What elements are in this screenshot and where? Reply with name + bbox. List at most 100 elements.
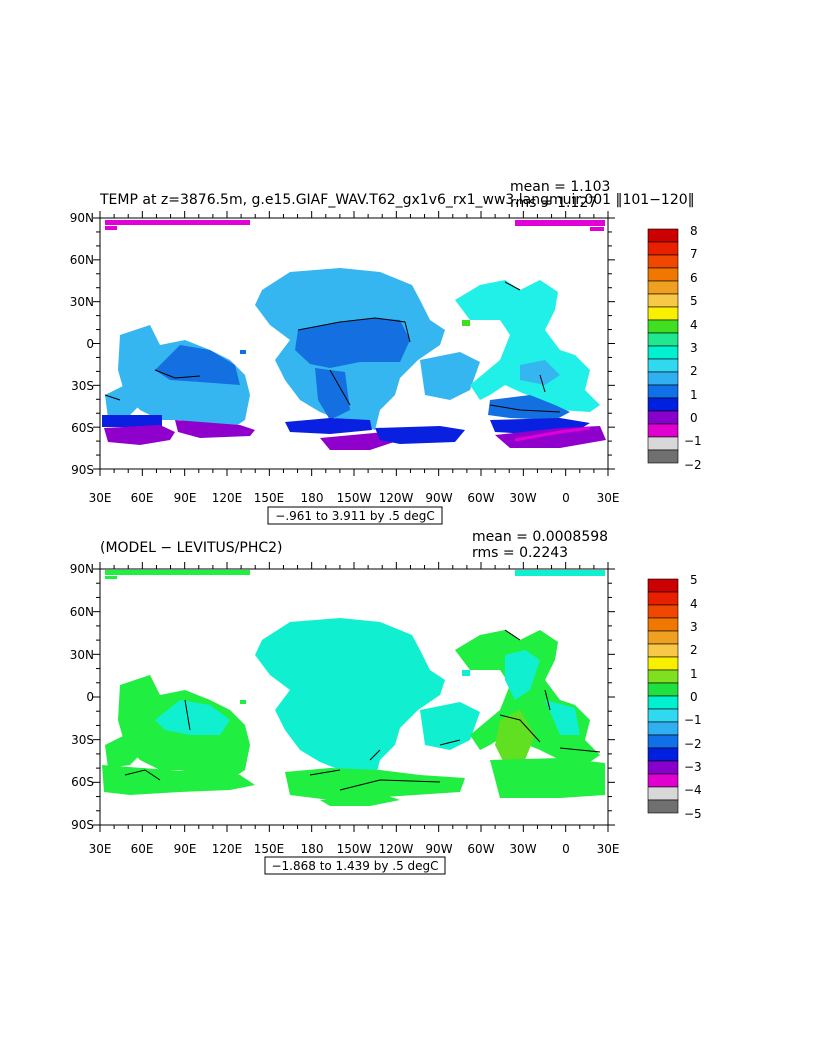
lon-label: 0 bbox=[562, 491, 570, 505]
lon-label: 150E bbox=[254, 842, 285, 856]
lon-label: 120W bbox=[379, 491, 414, 505]
panel-1-contours bbox=[104, 281, 561, 413]
colorbar-swatch bbox=[647, 669, 679, 684]
lat-label: 0 bbox=[86, 690, 94, 704]
lon-label: 90W bbox=[425, 491, 452, 505]
colorbar-label: −1 bbox=[684, 434, 702, 448]
colorbar-swatch bbox=[647, 241, 679, 256]
colorbar-swatch bbox=[647, 760, 679, 775]
lon-label: 30W bbox=[509, 491, 536, 505]
lon-label: 60E bbox=[131, 491, 154, 505]
colorbar-label: 2 bbox=[690, 364, 698, 378]
colorbar-swatch bbox=[647, 254, 679, 269]
lat-label: 60S bbox=[71, 775, 94, 789]
colorbar-swatch bbox=[647, 708, 679, 723]
colorbar-swatch bbox=[647, 786, 679, 801]
colorbar-swatch bbox=[647, 293, 679, 308]
colorbar-label: 0 bbox=[690, 690, 698, 704]
panel-1-lon-labels: 30E 60E 90E 120E 150E 180 150W 120W 90W … bbox=[89, 491, 620, 505]
colorbar-label: −1 bbox=[684, 713, 702, 727]
colorbar-swatch bbox=[647, 332, 679, 347]
lon-label: 150W bbox=[337, 842, 372, 856]
lat-label: 30S bbox=[71, 379, 94, 393]
lat-label: 30S bbox=[71, 733, 94, 747]
panel-2-contour-info: −1.868 to 1.439 by .5 degC bbox=[271, 859, 438, 873]
lon-label: 90E bbox=[174, 491, 197, 505]
colorbar-label: 2 bbox=[690, 643, 698, 657]
panel-1-lat-labels: 90N 60N 30N 0 30S 60S 90S bbox=[70, 211, 94, 477]
colorbar-swatch bbox=[647, 721, 679, 736]
lon-label: 120E bbox=[212, 842, 243, 856]
panel-2-ticks bbox=[93, 562, 615, 832]
colorbar-swatch bbox=[647, 436, 679, 451]
colorbar-label: −3 bbox=[684, 760, 702, 774]
panel-1-ticks bbox=[93, 211, 615, 476]
panel-1-colorbar: 8 7 6 5 4 3 2 1 0 −1 −2 bbox=[647, 224, 702, 472]
colorbar-swatch bbox=[647, 371, 679, 386]
colorbar-swatch bbox=[647, 656, 679, 671]
colorbar-swatch bbox=[647, 630, 679, 645]
lon-label: 150W bbox=[337, 491, 372, 505]
colorbar-label: 5 bbox=[690, 573, 698, 587]
lon-label: 90W bbox=[425, 842, 452, 856]
colorbar-label: 7 bbox=[690, 247, 698, 261]
lon-label: 0 bbox=[562, 842, 570, 856]
colorbar-swatch bbox=[647, 358, 679, 373]
colorbar-swatch bbox=[647, 280, 679, 295]
lat-label: 90N bbox=[70, 211, 94, 225]
panel-2-lon-labels: 30E 60E 90E 120E 150E 180 150W 120W 90W … bbox=[89, 842, 620, 856]
lat-label: 60S bbox=[71, 421, 94, 435]
panel-1-colorbar-swatches bbox=[647, 228, 679, 464]
colorbar-label: −2 bbox=[684, 737, 702, 751]
colorbar-label: 3 bbox=[690, 620, 698, 634]
lat-label: 90S bbox=[71, 818, 94, 832]
panel-1-map bbox=[93, 211, 615, 476]
colorbar-swatch bbox=[647, 682, 679, 697]
colorbar-swatch bbox=[647, 397, 679, 412]
colorbar-swatch bbox=[647, 604, 679, 619]
panel-2-mean: mean = 0.0008598 bbox=[472, 529, 608, 545]
panel-2: (MODEL − LEVITUS/PHC2) mean = 0.0008598 … bbox=[70, 529, 702, 875]
colorbar-swatch bbox=[647, 384, 679, 399]
colorbar-swatch bbox=[647, 228, 679, 243]
panel-2-map bbox=[93, 562, 615, 832]
lon-label: 30E bbox=[89, 491, 112, 505]
colorbar-label: 3 bbox=[690, 341, 698, 355]
colorbar-swatch bbox=[647, 423, 679, 438]
colorbar-label: 1 bbox=[690, 667, 698, 681]
lat-label: 60N bbox=[70, 253, 94, 267]
panel-2-colorbar-labels: 5 4 3 2 1 0 −1 −2 −3 −4 −5 bbox=[684, 573, 702, 821]
colorbar-swatch bbox=[647, 319, 679, 334]
colorbar-swatch bbox=[647, 578, 679, 593]
panel-1-rms: rms = 1.127 bbox=[510, 195, 597, 211]
panel-2-title: (MODEL − LEVITUS/PHC2) bbox=[100, 540, 283, 556]
colorbar-label: −4 bbox=[684, 783, 702, 797]
panel-2-colorbar: 5 4 3 2 1 0 −1 −2 −3 −4 −5 bbox=[647, 573, 702, 821]
panel-1-contour-info: −.961 to 3.911 by .5 degC bbox=[275, 509, 434, 523]
lon-label: 30E bbox=[597, 842, 620, 856]
colorbar-label: 4 bbox=[690, 597, 698, 611]
colorbar-label: 0 bbox=[690, 411, 698, 425]
lon-label: 60W bbox=[467, 491, 494, 505]
colorbar-label: 4 bbox=[690, 318, 698, 332]
lat-label: 90S bbox=[71, 463, 94, 477]
colorbar-label: 8 bbox=[690, 224, 698, 238]
lon-label: 30E bbox=[597, 491, 620, 505]
colorbar-swatch bbox=[647, 643, 679, 658]
panel-2-contours bbox=[124, 629, 601, 791]
lat-label: 90N bbox=[70, 562, 94, 576]
colorbar-label: 5 bbox=[690, 294, 698, 308]
lon-label: 120W bbox=[379, 842, 414, 856]
lon-label: 90E bbox=[174, 842, 197, 856]
panel-2-ocean-fields bbox=[102, 570, 605, 806]
lon-label: 30E bbox=[89, 842, 112, 856]
lon-label: 180 bbox=[301, 842, 324, 856]
lon-label: 60E bbox=[131, 842, 154, 856]
panel-1-mean: mean = 1.103 bbox=[510, 179, 610, 195]
colorbar-label: 6 bbox=[690, 271, 698, 285]
colorbar-label: −5 bbox=[684, 807, 702, 821]
panel-1-ocean-fields bbox=[102, 220, 606, 450]
panel-2-colorbar-swatches bbox=[647, 578, 679, 814]
panel-1-colorbar-labels: 8 7 6 5 4 3 2 1 0 −1 −2 bbox=[684, 224, 702, 472]
